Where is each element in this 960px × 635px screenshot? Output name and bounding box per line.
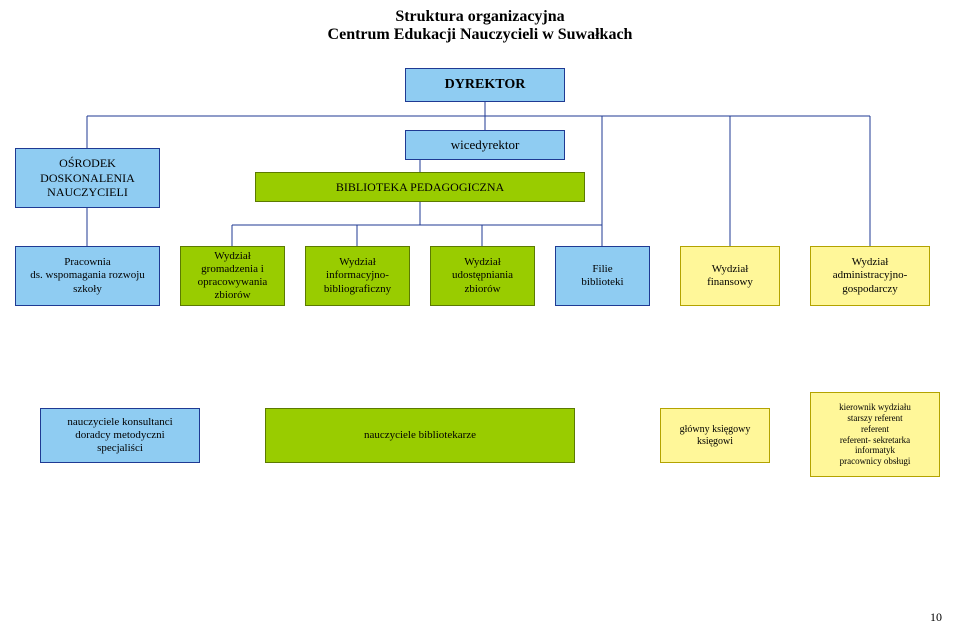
org-box-nauczyciele_kons: nauczyciele konsultanci doradcy metodycz…	[40, 408, 200, 463]
page-number: 10	[930, 610, 942, 625]
org-box-osrodek: OŚRODEK DOSKONALENIA NAUCZYCIELI	[15, 148, 160, 208]
org-box-dyrektor: DYREKTOR	[405, 68, 565, 102]
org-box-wicedyrektor: wicedyrektor	[405, 130, 565, 160]
org-box-biblioteka: BIBLIOTEKA PEDAGOGICZNA	[255, 172, 585, 202]
page-title-line2: Centrum Edukacji Nauczycieli w Suwałkach	[0, 26, 960, 44]
org-box-wydz_admin: Wydział administracyjno- gospodarczy	[810, 246, 930, 306]
page-title-line1: Struktura organizacyjna	[0, 8, 960, 26]
org-box-filie: Filie biblioteki	[555, 246, 650, 306]
org-box-wydz_info: Wydział informacyjno- bibliograficzny	[305, 246, 410, 306]
org-box-wydz_fin: Wydział finansowy	[680, 246, 780, 306]
org-box-nauczyciele_bibl: nauczyciele bibliotekarze	[265, 408, 575, 463]
org-box-pracownia: Pracownia ds. wspomagania rozwoju szkoły	[15, 246, 160, 306]
org-box-wydz_grom: Wydział gromadzenia i opracowywania zbio…	[180, 246, 285, 306]
org-box-kierownik: kierownik wydziału starszy referent refe…	[810, 392, 940, 477]
org-box-wydz_udost: Wydział udostępniania zbiorów	[430, 246, 535, 306]
org-box-glowny_ksieg: główny księgowy księgowi	[660, 408, 770, 463]
